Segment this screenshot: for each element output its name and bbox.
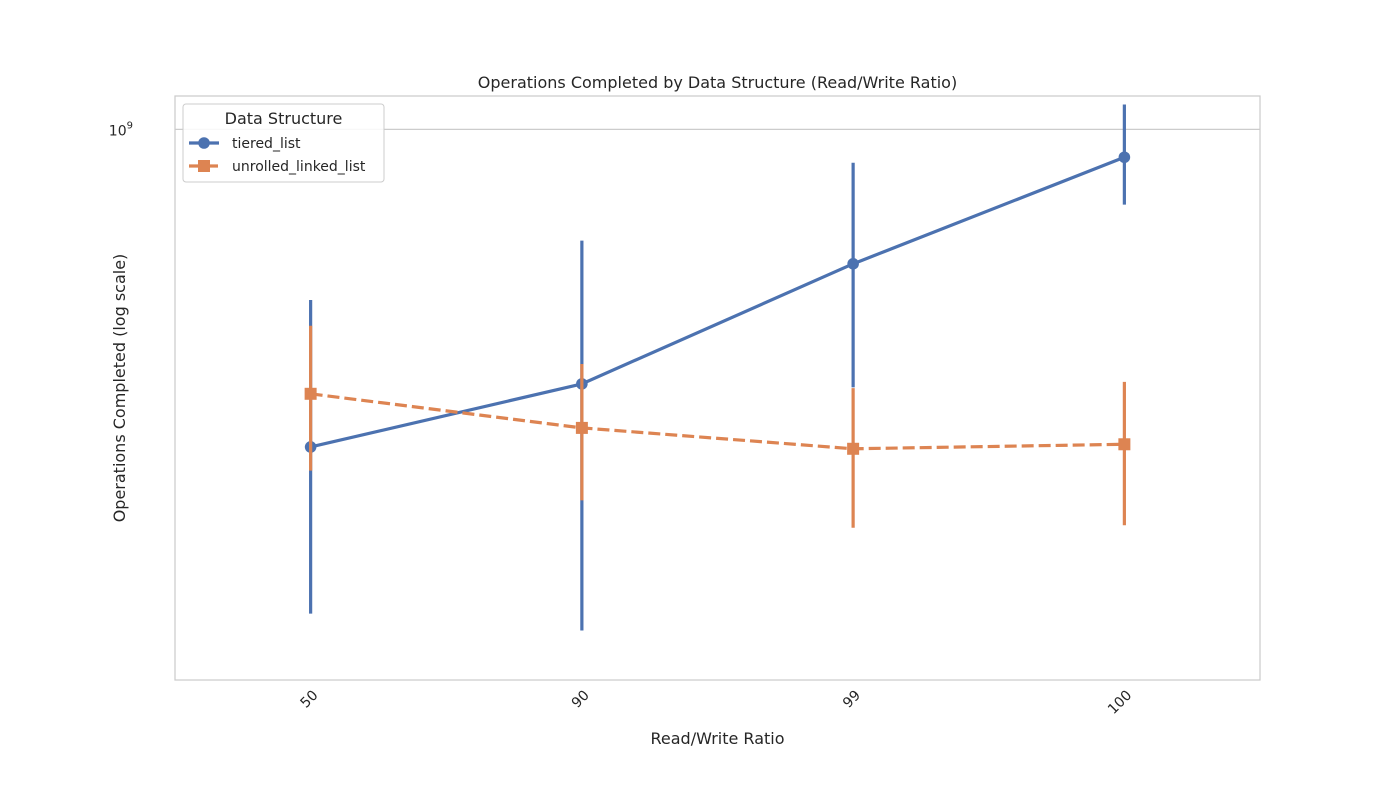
legend-label: tiered_list [232, 136, 301, 152]
y-tick-labels: 109 [109, 120, 133, 139]
series-line [310, 155, 1125, 449]
legend-entries: tiered_list unrolled_linked_list [189, 136, 366, 175]
legend-entry: tiered_list [189, 136, 301, 152]
data-point [304, 387, 317, 400]
chart-title: Operations Completed by Data Structure (… [478, 73, 957, 92]
data-point [575, 421, 588, 434]
legend-entry: unrolled_linked_list [189, 159, 366, 175]
plot-area-frame [174, 95, 1261, 681]
legend: Data Structure tiered_list unrolled_linke… [182, 103, 385, 183]
legend-marker [198, 137, 210, 149]
data-point [1118, 151, 1131, 164]
series-layer [304, 104, 1131, 631]
legend-title: Data Structure [225, 109, 343, 128]
data-point [847, 442, 860, 455]
legend-marker [198, 160, 210, 172]
data-point [1118, 438, 1131, 451]
x-axis-label: Read/Write Ratio [651, 729, 785, 748]
legend-frame [182, 103, 385, 183]
series-line [310, 392, 1125, 451]
data-point [847, 258, 859, 270]
series-unrolled_linked_list [304, 325, 1131, 528]
y-axis-label: Operations Completed (log scale) [110, 254, 129, 523]
legend-label: unrolled_linked_list [232, 159, 366, 175]
y-tick-label: 109 [109, 120, 133, 139]
